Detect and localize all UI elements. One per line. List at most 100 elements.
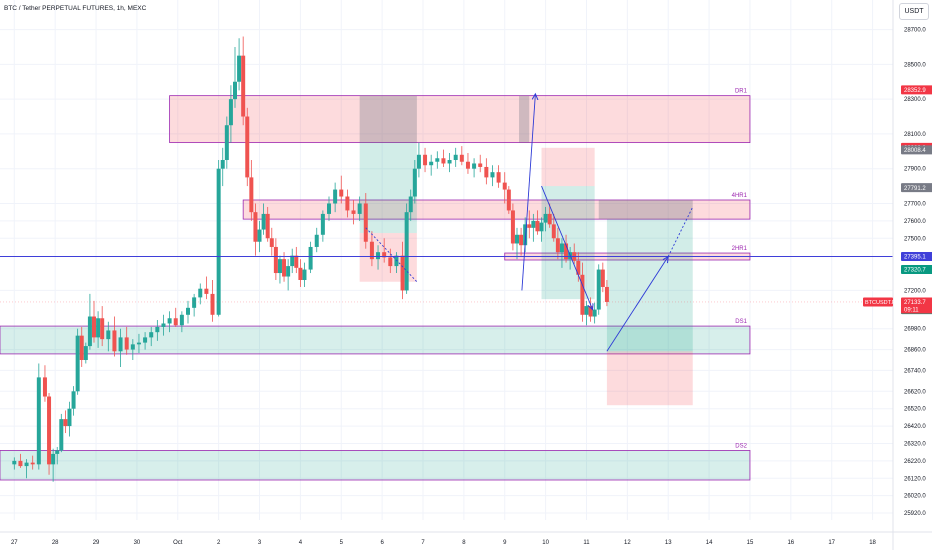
candle-up — [155, 320, 160, 341]
time-tick-label: 28 — [52, 540, 59, 546]
zone-label-ds2: DS2 — [735, 443, 747, 449]
candle-body — [547, 213, 552, 225]
price-tick-label: 27600.0 — [904, 219, 926, 225]
candle-down — [527, 210, 532, 239]
price-tick-label: 26980.0 — [904, 327, 926, 333]
currency-button[interactable]: USDT — [899, 3, 929, 20]
candle-body — [339, 189, 344, 197]
candle-up — [96, 311, 101, 348]
candle-body — [204, 288, 209, 294]
time-tick-label: 16 — [787, 540, 794, 546]
candle-body — [96, 318, 101, 338]
candle-down — [502, 172, 507, 204]
candle-down — [92, 300, 96, 343]
candle-body — [237, 55, 242, 82]
candle-body — [173, 318, 178, 326]
candle-down — [576, 252, 581, 282]
candle-down — [369, 231, 374, 267]
candle-body — [429, 161, 434, 166]
candle-body — [63, 419, 68, 427]
candle-body — [67, 408, 72, 427]
candle-up — [277, 255, 282, 284]
candle-up — [118, 328, 123, 367]
candle-down — [265, 206, 270, 242]
candle-body — [269, 238, 274, 247]
candle-body — [531, 220, 536, 228]
candle-up — [87, 293, 92, 350]
candle-body — [161, 323, 166, 327]
time-tick-label: 17 — [828, 540, 835, 546]
candle-down — [564, 234, 569, 263]
candle-up — [584, 300, 589, 326]
candle-down — [42, 365, 47, 402]
candle-body — [308, 246, 313, 270]
candle-up — [435, 151, 440, 169]
candle-body — [87, 316, 92, 347]
position-loss-box — [541, 147, 595, 187]
price-tick-label: 28500.0 — [904, 62, 926, 68]
zone-label-4hr1: 4HR1 — [732, 193, 748, 199]
zone-dr1 — [169, 95, 751, 144]
candle-body — [600, 269, 605, 287]
zone-ds2 — [0, 450, 751, 481]
candle-body — [459, 154, 464, 162]
candle-down — [400, 241, 405, 300]
candle-up — [416, 142, 421, 178]
time-tick-label: 10 — [542, 540, 549, 546]
candle-body — [253, 212, 258, 242]
chart-grid — [0, 0, 893, 520]
price-tag-bg — [901, 85, 932, 95]
price-tick-label: 27500.0 — [904, 236, 926, 242]
candle-down — [124, 326, 129, 355]
candle-down — [282, 252, 287, 282]
candle-body — [12, 460, 17, 465]
zones-layer: DR1 4HR1 2HR1 DS1 DS2 — [0, 89, 751, 481]
candle-body — [79, 335, 84, 360]
candle-body — [519, 234, 524, 246]
candle-body — [71, 391, 76, 409]
candle-body — [555, 238, 560, 253]
candle-down — [173, 307, 178, 327]
price-tick-label: 27900.0 — [904, 167, 926, 173]
candle-body — [543, 213, 548, 223]
overlap-box — [359, 95, 417, 143]
candle-up — [302, 262, 307, 287]
candle-body — [369, 241, 374, 260]
candle-up — [179, 311, 184, 333]
candle-body — [59, 419, 64, 451]
candle-up — [59, 413, 64, 453]
price-tick-label: 26120.0 — [904, 476, 926, 482]
candle-body — [527, 224, 532, 228]
candle-up — [412, 160, 417, 204]
price-tick-label: 26620.0 — [904, 389, 926, 395]
zone-label-ds1: DS1 — [735, 319, 747, 325]
candle-down — [210, 280, 215, 322]
time-axis[interactable]: 27 28 29 30 Oct 2 3 4 5 6 7 8 9 10 11 12 13 14 15 16 17 18 — [0, 531, 932, 546]
candle-body — [55, 450, 60, 454]
candle-up — [543, 206, 548, 232]
time-tick-label: 2 — [217, 540, 221, 546]
price-tick-label: 25920.0 — [904, 511, 926, 517]
candle-up — [308, 241, 313, 274]
time-tick-label: 12 — [624, 540, 631, 546]
candle-up — [531, 213, 536, 242]
candle-down — [600, 262, 605, 293]
price-tick-label: 26420.0 — [904, 424, 926, 430]
candle-body — [155, 326, 160, 333]
candle-body — [327, 203, 331, 214]
price-tick-label: 26740.0 — [904, 368, 926, 374]
candle-up — [198, 283, 203, 305]
price-axis[interactable]: 28700.0 28500.0 28300.0 28100.0 27900.0 27700… — [892, 0, 926, 550]
candle-body — [523, 224, 528, 246]
candle-down — [245, 107, 250, 187]
candle-body — [478, 163, 483, 167]
candle-down — [249, 160, 254, 221]
horizontal-line-layer[interactable] — [0, 256, 893, 303]
price-tick-label: 26520.0 — [904, 407, 926, 413]
candle-down — [273, 238, 278, 280]
candle-body — [408, 196, 413, 213]
candle-body — [345, 196, 350, 211]
candle-body — [149, 332, 154, 338]
candle-down — [382, 238, 387, 263]
